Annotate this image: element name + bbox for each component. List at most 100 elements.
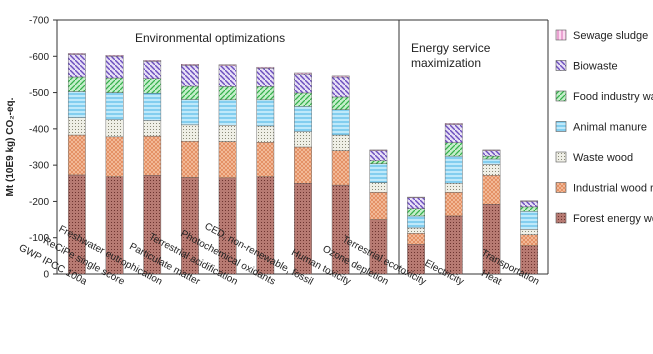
legend-label: Food industry waste: [573, 91, 653, 103]
bar-segment: [482, 150, 501, 157]
bar-segment: [294, 146, 312, 184]
bar-segment: [105, 56, 124, 79]
bar-segment: [218, 86, 237, 101]
bar-segment: [181, 65, 199, 87]
legend-swatch: [555, 151, 567, 163]
bar-segment: [520, 206, 539, 212]
bar-segment: [67, 54, 86, 78]
bar-segment: [256, 99, 275, 127]
bar-segment: [181, 64, 199, 66]
bar-segment: [331, 96, 350, 110]
bar-segment: [444, 215, 463, 275]
y-tick-label: -100: [29, 233, 49, 244]
bar-segment: [181, 140, 199, 178]
bar-segment: [143, 120, 162, 137]
bar-segment: [294, 131, 312, 148]
bar-segment: [520, 211, 539, 230]
section-label-energy-service-1: Energy service: [411, 41, 491, 55]
bar-segment: [482, 155, 501, 160]
bar-segment: [105, 77, 124, 93]
bar-segment: [218, 64, 237, 66]
bar-segment: [482, 175, 501, 205]
bar-segment: [143, 60, 162, 62]
legend-label: Industrial wood residues: [573, 183, 653, 195]
bar-segment: [294, 106, 312, 132]
bar-segment: [294, 73, 312, 94]
legend-label: Animal manure: [573, 122, 647, 134]
bar-segment: [444, 123, 463, 125]
legend-swatch: [555, 212, 567, 224]
bar-segment: [181, 85, 199, 100]
bar-segment: [369, 192, 388, 220]
bar-segment: [331, 76, 350, 98]
bar-segment: [294, 92, 312, 107]
bar-segment: [369, 182, 388, 193]
bar-segment: [520, 200, 539, 202]
bar-segment: [105, 92, 124, 120]
bar-segment: [143, 93, 162, 121]
bars-group: [67, 53, 539, 275]
bar-segment: [218, 99, 237, 126]
bar-segment: [218, 125, 237, 142]
legend-swatch: [555, 90, 567, 102]
y-axis-ticks: 0 -100 -200 -300 -400 -500 -600 -700: [29, 16, 57, 281]
bar-segment: [143, 135, 162, 176]
bar-segment: [105, 54, 124, 57]
legend: Sewage sludge Biowaste Food industry waste…: [555, 29, 653, 225]
bar-segment: [67, 53, 86, 55]
bar-segment: [218, 65, 237, 87]
y-tick-label: 0: [43, 270, 49, 281]
bar-segment: [444, 124, 463, 143]
bar-segment: [105, 136, 124, 177]
bar-segment: [444, 192, 463, 217]
legend-swatch: [555, 60, 567, 71]
bar-segment: [67, 117, 86, 136]
bar-segment: [407, 196, 425, 198]
bar-segment: [143, 61, 162, 79]
bar-segment: [294, 72, 312, 75]
legend-label: Biowaste: [573, 61, 618, 73]
bar-segment: [143, 78, 162, 94]
bar-segment: [369, 160, 388, 164]
bar-segment: [520, 234, 539, 246]
bar-segment: [331, 150, 350, 186]
bar-segment: [407, 233, 425, 245]
y-axis-label: Mt (10E9 kg) CO₂-eq.: [5, 97, 16, 196]
bar-segment: [256, 68, 275, 87]
bar-segment: [67, 134, 86, 176]
legend-swatch: [555, 121, 567, 132]
bar-segment: [105, 119, 124, 138]
y-tick-label: -400: [29, 124, 49, 135]
bar-segment: [181, 99, 199, 126]
bar-segment: [482, 158, 501, 165]
bar-segment: [331, 134, 350, 151]
bar-segment: [444, 155, 463, 184]
y-tick-label: -600: [29, 52, 49, 63]
section-label-environmental: Environmental optimizations: [135, 31, 285, 45]
y-tick-label: -500: [29, 88, 49, 99]
legend-label: Sewage sludge: [573, 30, 648, 42]
bar-segment: [369, 163, 388, 183]
bar-segment: [444, 183, 463, 193]
y-tick-label: -200: [29, 197, 49, 208]
bar-segment: [482, 164, 501, 176]
bar-segment: [407, 208, 425, 217]
bar-segment: [256, 125, 275, 143]
bar-segment: [256, 142, 275, 177]
bar-segment: [331, 75, 350, 78]
section-label-energy-service-2: maximization: [411, 56, 481, 70]
bar-segment: [407, 197, 425, 209]
bar-segment: [218, 141, 237, 179]
legend-swatch: [555, 29, 567, 41]
y-tick-label: -700: [29, 16, 49, 27]
bar-segment: [67, 76, 86, 92]
bar-segment: [369, 150, 388, 161]
legend-label: Waste wood: [573, 152, 633, 164]
bar-segment: [444, 142, 463, 157]
bar-segment: [67, 91, 86, 118]
bar-segment: [520, 229, 539, 236]
y-tick-label: -300: [29, 161, 49, 172]
bar-segment: [520, 201, 539, 208]
bar-segment: [331, 109, 350, 136]
